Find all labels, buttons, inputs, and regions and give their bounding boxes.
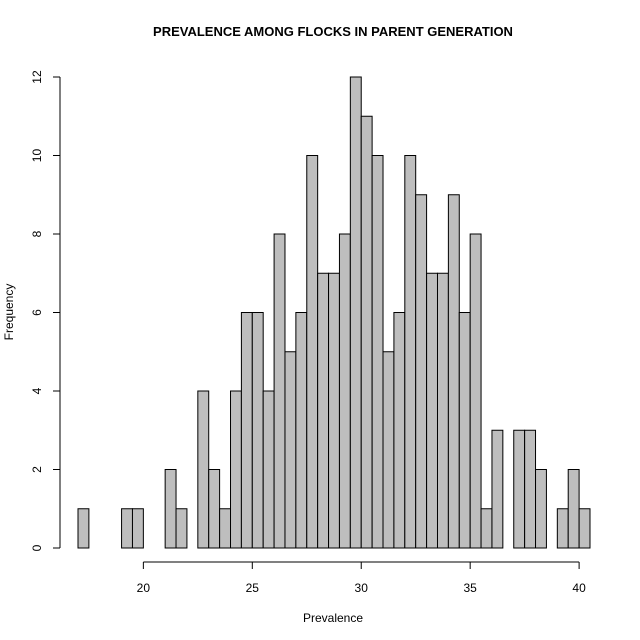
histogram-bar	[382, 351, 395, 549]
histogram-bar	[404, 155, 417, 549]
histogram-bar	[251, 312, 264, 549]
histogram-bar	[535, 469, 547, 549]
histogram-bar	[208, 469, 221, 549]
histogram-bar	[349, 76, 362, 549]
histogram-bar	[273, 233, 286, 549]
y-tick-label: 0	[30, 544, 44, 551]
histogram-bar	[578, 508, 591, 549]
histogram-bar	[447, 194, 460, 549]
x-tick-label: 35	[463, 581, 477, 595]
histogram-bar	[338, 233, 351, 549]
x-tick-label: 40	[572, 581, 586, 595]
histogram-bar	[524, 429, 537, 549]
histogram-bar	[426, 272, 438, 549]
x-axis: 20 25 30 35 40	[137, 561, 586, 595]
histogram-bar	[328, 272, 340, 549]
histogram-bar	[175, 508, 188, 549]
histogram-bar	[240, 312, 253, 549]
histogram-bar	[284, 351, 297, 549]
histogram-bar	[306, 155, 319, 549]
x-axis-label: Prevalence	[303, 611, 363, 625]
x-tick-label: 25	[246, 581, 260, 595]
histogram-bar	[360, 115, 373, 549]
histogram-bar	[458, 312, 471, 549]
histogram-bar	[415, 194, 428, 549]
y-tick-label: 10	[30, 149, 44, 163]
histogram-bar	[164, 469, 177, 549]
histogram-bar	[77, 508, 90, 549]
y-tick-label: 2	[30, 466, 44, 473]
y-tick-label: 12	[30, 70, 44, 84]
y-tick-label: 4	[30, 387, 44, 394]
chart-title: PREVALENCE AMONG FLOCKS IN PARENT GENERA…	[153, 24, 513, 39]
histogram-bar	[262, 390, 275, 549]
histogram-bar	[513, 429, 526, 549]
x-tick-label: 30	[355, 581, 369, 595]
histogram-bar	[197, 390, 210, 549]
x-tick-label: 20	[137, 581, 151, 595]
histogram-bar	[121, 508, 133, 549]
histogram-bar	[491, 429, 504, 549]
y-tick-label: 6	[30, 309, 44, 316]
histogram-bar	[371, 155, 384, 549]
histogram-bar	[230, 390, 242, 549]
histogram-bar	[567, 469, 580, 549]
histogram-bar	[317, 272, 330, 549]
histogram-bar	[295, 312, 308, 549]
histogram-bar	[469, 233, 482, 549]
y-tick-label: 8	[30, 230, 44, 237]
histogram-bar	[219, 508, 232, 549]
y-axis: 0 2 4 6 8 10 12	[30, 70, 61, 551]
histogram-bar	[393, 312, 406, 549]
histogram-bar	[436, 272, 449, 549]
histogram-bar	[131, 508, 144, 549]
bars-group	[77, 76, 591, 549]
histogram-bar	[480, 508, 493, 549]
histogram-bar	[556, 508, 569, 549]
y-axis-label: Frequency	[2, 284, 16, 341]
